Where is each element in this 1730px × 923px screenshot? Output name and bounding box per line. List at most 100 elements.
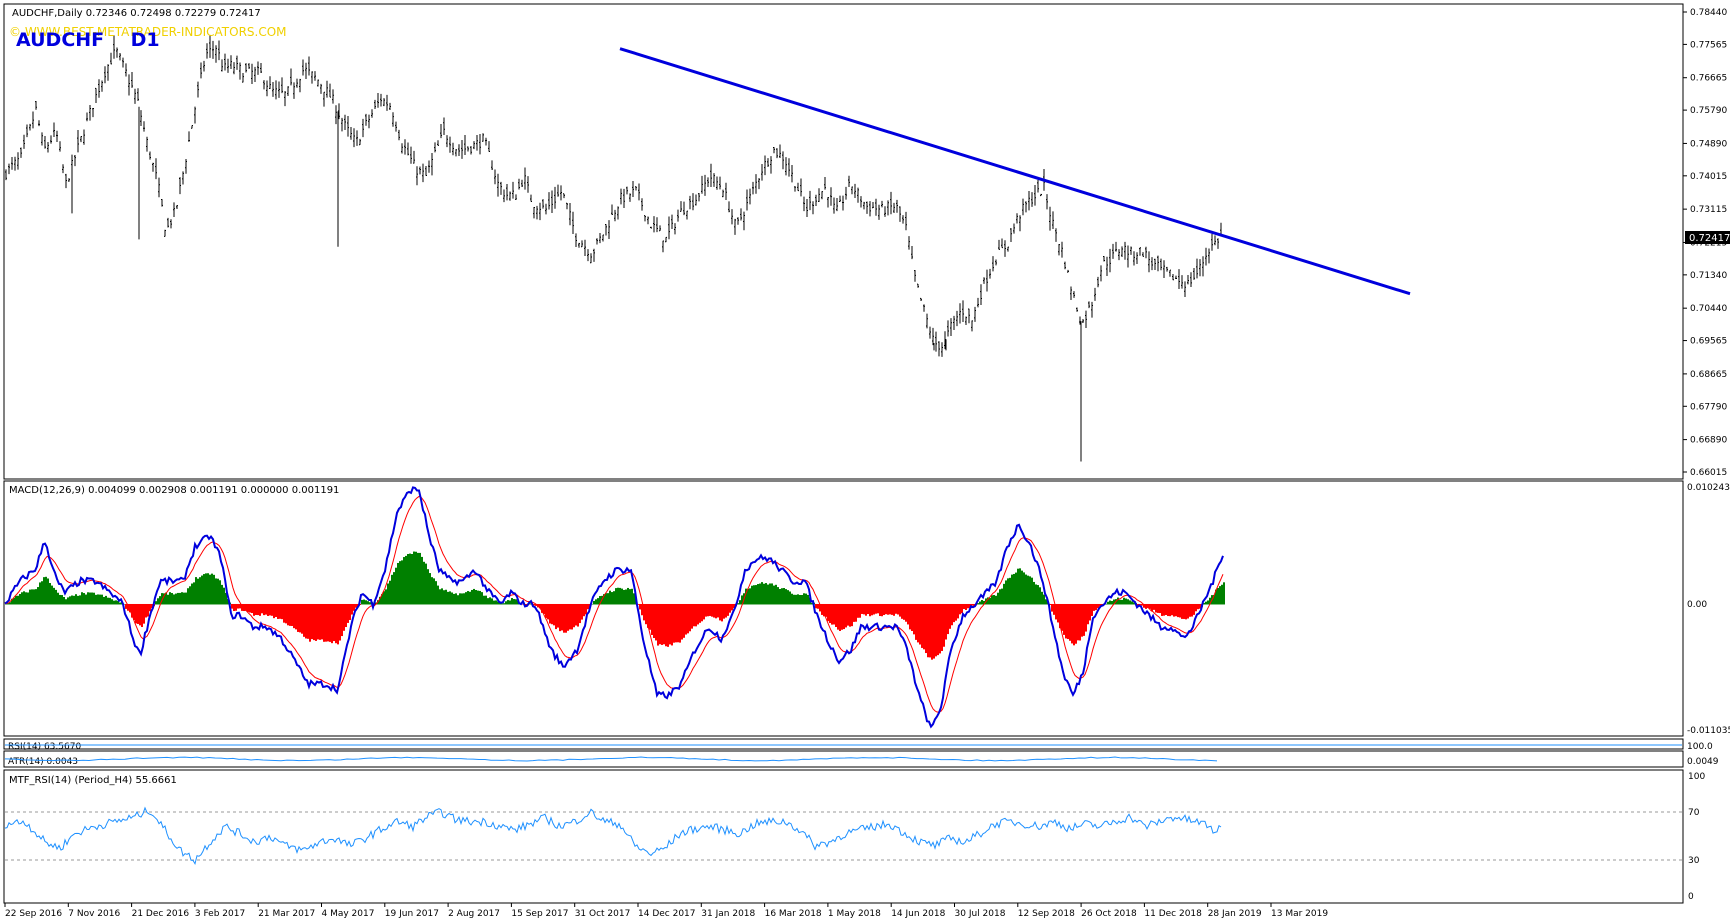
macd-histogram-bar [203,574,205,605]
macd-histogram-bar [77,595,79,605]
macd-tick-label: 0.00 [1687,600,1707,610]
macd-histogram-bar [819,603,821,612]
macd-histogram-bar [155,601,157,605]
macd-histogram-bar [1109,600,1111,605]
macd-histogram-bar [789,591,791,605]
macd-histogram-bar [391,574,393,605]
macd-histogram-bar [501,603,503,605]
macd-histogram-bar [1021,570,1023,605]
macd-histogram-bar [81,592,83,605]
macd-histogram-bar [219,580,221,605]
macd-histogram-bar [315,603,317,641]
macd-histogram-bar [309,603,311,642]
macd-histogram-bar [557,603,559,628]
macd-histogram-bar [547,603,549,620]
macd-histogram-bar [1191,603,1193,617]
macd-histogram-bar [933,603,935,659]
macd-histogram-bar [1157,603,1159,613]
macd-histogram-bar [297,603,299,632]
macd-histogram-bar [223,587,225,605]
macd-histogram-bar [607,593,609,605]
macd-histogram-bar [151,603,153,609]
time-tick-label: 15 Sep 2017 [511,909,568,919]
macd-histogram-bar [721,603,723,622]
macd-histogram-bar [109,597,111,605]
macd-histogram-bar [801,594,803,605]
macd-histogram-bar [1179,603,1181,618]
macd-histogram-bar [837,603,839,630]
macd-histogram-bar [861,603,863,614]
macd-histogram-bar [1091,603,1093,616]
price-tick-label: 0.74890 [1690,139,1727,149]
macd-histogram-bar [791,593,793,605]
macd-histogram-bar [841,603,843,630]
macd-histogram-bar [473,588,475,605]
macd-histogram-bar [247,603,249,612]
macd-histogram-bar [615,588,617,605]
macd-histogram-bar [863,603,865,615]
watermark: © WWW.BEST-METATRADER-INDICATORS.COM [9,25,287,39]
macd-histogram-bar [1043,594,1045,605]
macd-histogram-bar [193,582,195,605]
macd-histogram-bar [321,603,323,640]
macd-histogram-bar [291,603,293,626]
macd-histogram-bar [1083,603,1085,636]
macd-histogram-bar [671,603,673,646]
macd-histogram-bar [1213,595,1215,605]
macd-histogram-bar [947,603,949,635]
macd-histogram-bar [675,603,677,643]
macd-histogram-bar [365,600,367,605]
trendline[interactable] [619,47,1411,296]
macd-histogram-bar [175,593,177,605]
macd-histogram-bar [769,583,771,605]
macd-histogram-bar [1097,603,1099,609]
macd-histogram-bar [525,603,527,606]
macd-histogram-bar [411,554,413,605]
macd-histogram-bar [539,603,541,609]
macd-histogram-bar [293,603,295,629]
macd-histogram-bar [653,603,655,639]
current-price-label: 0.72417 [1689,233,1730,244]
macd-histogram-bar [995,595,997,605]
macd-histogram-bar [177,592,179,605]
macd-histogram-bar [201,575,203,605]
macd-histogram-bar [145,603,147,618]
macd-histogram-bar [569,603,571,630]
macd-histogram-bar [461,593,463,605]
macd-histogram-bar [997,592,999,605]
macd-histogram-bar [503,603,505,605]
macd-histogram-bar [363,599,365,605]
macd-histogram-bar [13,597,15,605]
macd-histogram-bar [117,601,119,605]
macd-histogram-bar [353,603,355,611]
macd-histogram-bar [1093,603,1095,611]
macd-histogram-bar [595,599,597,605]
macd-histogram [5,551,1225,660]
macd-histogram-bar [1075,603,1077,644]
macd-histogram-bar [873,603,875,615]
macd-histogram-bar [701,603,703,622]
macd-histogram-bar [581,603,583,620]
macd-histogram-bar [269,603,271,616]
macd-histogram-bar [301,603,303,634]
macd-histogram-bar [611,592,613,605]
macd-histogram-bar [1217,587,1219,605]
macd-histogram-bar [663,603,665,645]
macd-histogram-bar [855,603,857,622]
macd-histogram-bar [803,593,805,605]
macd-histogram-bar [805,593,807,605]
macd-histogram-bar [795,594,797,605]
macd-histogram-bar [703,603,705,620]
macd-histogram-bar [33,589,35,605]
macd-histogram-bar [433,578,435,605]
macd-histogram-bar [763,583,765,605]
macd-histogram-bar [533,603,535,606]
macd-histogram-bar [1023,572,1025,605]
macd-histogram-bar [417,552,419,605]
time-tick-label: 11 Dec 2018 [1144,909,1202,919]
macd-histogram-bar [95,594,97,605]
time-tick-label: 31 Oct 2017 [575,909,631,919]
macd-histogram-bar [115,600,117,605]
